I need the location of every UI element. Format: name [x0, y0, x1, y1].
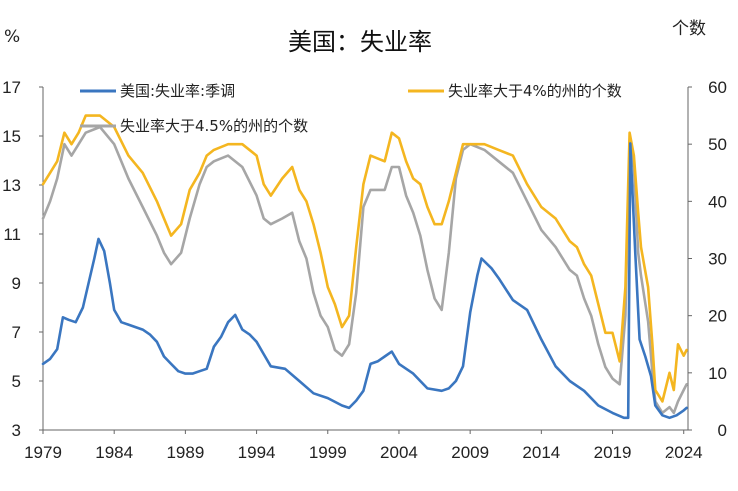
x-tick-label: 1994 [238, 443, 276, 462]
x-tick-label: 2019 [594, 443, 632, 462]
right-tick-label: 0 [718, 421, 727, 440]
series-line-1 [41, 142, 688, 420]
left-tick-label: 11 [3, 225, 21, 244]
right-tick-label: 30 [708, 250, 727, 269]
right-tick-label: 50 [708, 135, 727, 154]
left-tick-label: 17 [2, 78, 21, 97]
chart-title: 美国：失业率 [288, 28, 432, 56]
left-axis-unit: % [4, 27, 20, 47]
right-tick-label: 10 [708, 364, 727, 383]
legend-label-2: 失业率大于4%的州的个数 [448, 82, 622, 100]
legend-label-3: 失业率大于4.5%的州的个数 [120, 117, 308, 135]
x-tick-label: 1989 [166, 443, 204, 462]
x-tick-label: 1984 [95, 443, 133, 462]
left-tick-label: 13 [2, 176, 21, 195]
right-tick-label: 20 [708, 307, 727, 326]
x-tick-label: 1979 [24, 443, 62, 462]
legend-label-1: 美国:失业率:季调 [120, 82, 235, 100]
x-tick-label: 1999 [309, 443, 347, 462]
left-tick-label: 5 [12, 372, 21, 391]
left-tick-label: 9 [12, 274, 21, 293]
x-tick-label: 2009 [451, 443, 489, 462]
x-tick-label: 2004 [380, 443, 418, 462]
watermark-text: 头条 @萝卜聊聊 [620, 456, 715, 472]
right-tick-label: 40 [708, 192, 727, 211]
right-axis-unit: 个数 [672, 19, 706, 39]
x-tick-label: 2024 [665, 443, 703, 462]
series-layer [41, 114, 688, 420]
left-tick-label: 15 [2, 127, 21, 146]
watermark: 头条 @萝卜聊聊 [620, 456, 715, 472]
left-tick-label: 3 [12, 421, 21, 440]
left-tick-label: 7 [12, 323, 21, 342]
axes: 3 5 7 9 11 13 15 17 0 10 20 30 40 50 60 1979 1984 1989 199… [2, 78, 727, 462]
x-tick-label: 2014 [522, 443, 560, 462]
series-line-2 [41, 114, 688, 403]
right-tick-label: 60 [708, 78, 727, 97]
